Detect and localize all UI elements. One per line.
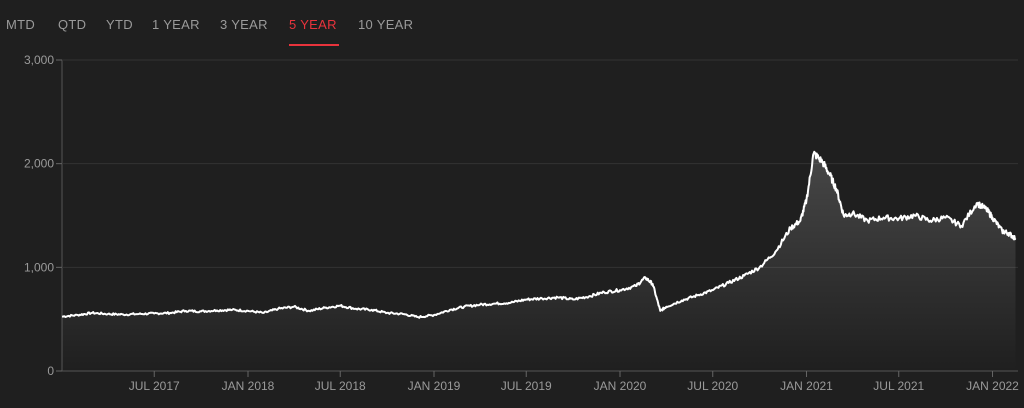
x-tick-label: JAN 2021 <box>780 379 833 393</box>
y-axis: 0 1,000 2,000 3,000 <box>24 53 62 378</box>
x-axis: JUL 2017 JAN 2018 JUL 2018 JAN 2019 JUL 2019… <box>129 371 1019 393</box>
tab-10-year[interactable]: 10 YEAR <box>358 17 414 32</box>
tab-5-year[interactable]: 5 YEAR <box>289 17 337 32</box>
x-tick-label: JUL 2018 <box>315 379 366 393</box>
y-tick-label: 3,000 <box>24 53 54 67</box>
tab-qtd[interactable]: QTD <box>58 17 87 32</box>
x-tick-label: JAN 2020 <box>594 379 647 393</box>
tab-ytd[interactable]: YTD <box>106 17 133 32</box>
x-tick-label: JAN 2022 <box>966 379 1019 393</box>
tab-1-year[interactable]: 1 YEAR <box>152 17 200 32</box>
tab-mtd[interactable]: MTD <box>6 17 36 32</box>
y-tick-label: 2,000 <box>24 157 54 171</box>
x-tick-label: JUL 2020 <box>687 379 738 393</box>
y-tick-label: 1,000 <box>24 260 54 274</box>
x-tick-label: JUL 2021 <box>873 379 924 393</box>
timeframe-tabs: MTD QTD YTD 1 YEAR 3 YEAR 5 YEAR 10 YEAR <box>0 0 1024 48</box>
tab-3-year[interactable]: 3 YEAR <box>220 17 268 32</box>
active-tab-indicator <box>289 44 339 46</box>
x-tick-label: JAN 2018 <box>222 379 275 393</box>
x-tick-label: JAN 2019 <box>408 379 461 393</box>
price-area <box>62 151 1016 371</box>
x-tick-label: JUL 2019 <box>501 379 552 393</box>
x-tick-label: JUL 2017 <box>129 379 180 393</box>
price-line <box>61 150 1017 319</box>
y-tick-label: 0 <box>47 364 54 378</box>
